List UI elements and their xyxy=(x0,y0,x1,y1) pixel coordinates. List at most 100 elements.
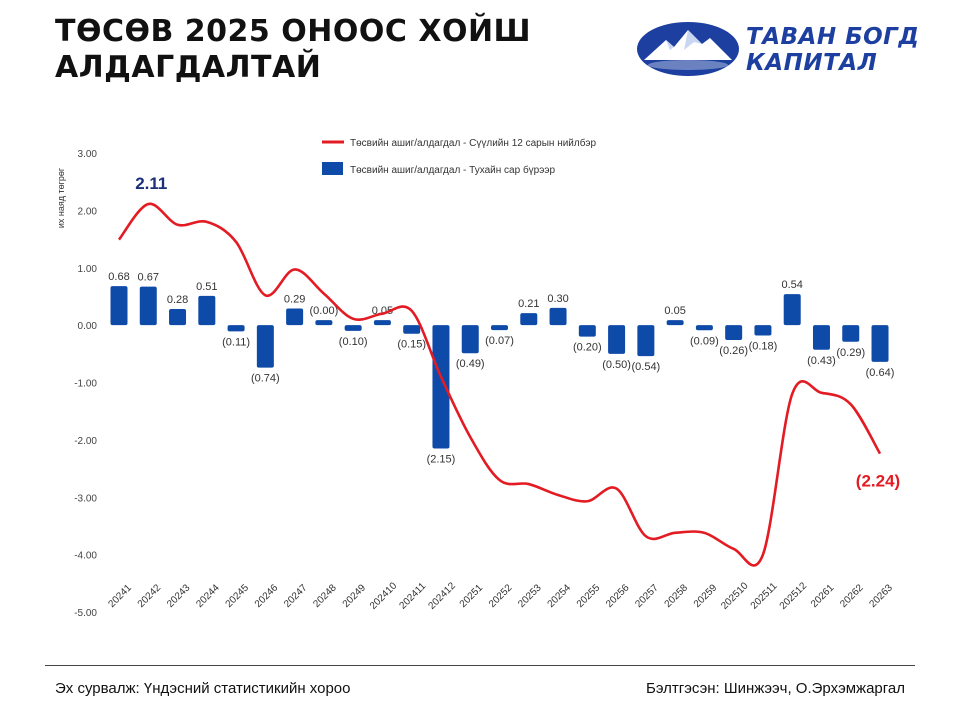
page-title: ТӨСӨВ 2025 ОНООС ХОЙШ АЛДАГДАЛТАЙ xyxy=(55,14,575,86)
bar-label-20252: (0.07) xyxy=(485,335,514,347)
x-tick-label: 20244 xyxy=(194,582,222,610)
line-series: 2.11 (2.24) xyxy=(117,174,900,567)
x-tick-label: 20249 xyxy=(341,582,369,610)
bar-20262 xyxy=(842,325,860,342)
bar-20257 xyxy=(637,325,655,357)
x-tick-label: 20257 xyxy=(633,582,661,610)
bar-label-20247: 0.29 xyxy=(284,293,305,305)
bar-label-20241: 0.68 xyxy=(108,271,129,283)
logo-text-line-2: КАПИТАЛ xyxy=(746,50,878,76)
bar-20261 xyxy=(812,325,830,350)
x-tick-label: 20243 xyxy=(165,582,193,610)
x-tick-label: 20251 xyxy=(458,582,486,610)
bar-202512 xyxy=(783,294,801,326)
bar-labels: 0.68 0.67 0.28 0.51 (0.11) (0.74) 0.29 (0.00) (0… xyxy=(108,271,894,465)
footer-source: Эх сурвалж: Үндэсний статистикийн хороо xyxy=(55,680,351,697)
x-tick-label: 20256 xyxy=(604,582,632,610)
footer-author: Бэлтгэсэн: Шинжээч, О.Эрхэмжаргал xyxy=(646,680,905,697)
bar-label-20249: (0.10) xyxy=(339,336,368,348)
bar-202411 xyxy=(403,325,421,334)
bar-202410 xyxy=(373,320,391,326)
legend-line-label: Төсвийн ашиг/алдагдал - Сүүлийн 12 сарын… xyxy=(350,137,596,149)
bar-20256 xyxy=(608,325,626,354)
bar-label-20251: (0.49) xyxy=(456,358,485,370)
bar-label-20258: 0.05 xyxy=(664,305,685,317)
x-tick-label: 20262 xyxy=(838,582,866,610)
y-axis-label: их наяд төгрөг xyxy=(56,167,66,228)
y-tick-label: 0.00 xyxy=(78,321,98,332)
y-tick-label: -2.00 xyxy=(74,436,97,447)
bar-label-20246: (0.74) xyxy=(251,373,280,385)
y-tick-label: 3.00 xyxy=(78,149,98,160)
bar-label-202510: (0.26) xyxy=(719,345,748,357)
bar-label-20253: 0.21 xyxy=(518,298,539,310)
bar-20243 xyxy=(169,309,187,326)
x-tick-label: 20255 xyxy=(575,582,603,610)
bar-20253 xyxy=(520,313,538,326)
y-tick-label: -4.00 xyxy=(74,551,97,562)
x-tick-label: 20242 xyxy=(136,582,164,610)
x-tick-label: 202512 xyxy=(778,580,810,612)
bar-202510 xyxy=(725,325,743,341)
bar-20252 xyxy=(491,325,509,331)
bar-series xyxy=(110,286,889,449)
bar-20249 xyxy=(344,325,362,331)
y-tick-label: -3.00 xyxy=(74,493,97,504)
bar-label-20263: (0.64) xyxy=(866,367,895,379)
rolling-12m-line xyxy=(117,202,882,567)
y-tick-label: -1.00 xyxy=(74,379,97,390)
bar-202511 xyxy=(754,325,772,336)
x-tick-label: 20252 xyxy=(487,582,515,610)
x-tick-label: 20247 xyxy=(282,582,310,610)
title-line-1: ТӨСӨВ 2025 ОНООС ХОЙШ xyxy=(55,14,532,49)
bar-20241 xyxy=(110,286,128,326)
x-tick-label: 202411 xyxy=(398,581,429,612)
bar-label-20257: (0.54) xyxy=(631,361,660,373)
x-tick-label: 20258 xyxy=(663,582,691,610)
line-annotation-20263: (2.24) xyxy=(856,472,900,491)
bar-20245 xyxy=(227,325,245,332)
x-tick-label: 202510 xyxy=(719,580,751,612)
bar-20248 xyxy=(315,320,333,326)
bar-20244 xyxy=(198,295,216,326)
x-tick-label: 20259 xyxy=(692,582,720,610)
x-tick-label: 202412 xyxy=(427,580,459,612)
x-axis: 20241 20242 20243 20244 20245 20246 20247 20248… xyxy=(107,580,896,612)
bar-label-20256: (0.50) xyxy=(602,359,631,371)
x-tick-label: 20245 xyxy=(224,582,252,610)
bar-label-20244: 0.51 xyxy=(196,281,217,293)
bar-20255 xyxy=(578,325,596,337)
company-logo: ТАВАН БОГД КАПИТАЛ xyxy=(636,20,926,82)
bar-20246 xyxy=(256,325,274,368)
bar-label-20259: (0.09) xyxy=(690,335,719,347)
footer-divider xyxy=(45,665,915,666)
bar-label-202511: (0.18) xyxy=(749,340,778,352)
bar-202412 xyxy=(432,325,450,449)
bar-20251 xyxy=(461,325,479,354)
bar-20259 xyxy=(695,325,713,331)
bar-label-20242: 0.67 xyxy=(138,272,159,284)
legend-bar-swatch xyxy=(322,162,343,175)
bar-20247 xyxy=(286,308,304,326)
y-axis: 3.00 2.00 1.00 0.00 -1.00 -2.00 -3.00 -4.00 -5.0… xyxy=(74,149,97,619)
bar-label-20245: (0.11) xyxy=(222,336,250,348)
bar-20254 xyxy=(549,307,567,326)
bar-20263 xyxy=(871,325,889,362)
x-tick-label: 202511 xyxy=(749,581,780,612)
bar-label-202412: (2.15) xyxy=(427,453,456,465)
bar-20258 xyxy=(666,320,684,326)
legend: Төсвийн ашиг/алдагдал - Сүүлийн 12 сарын… xyxy=(322,137,596,176)
x-tick-label: 20253 xyxy=(516,582,544,610)
x-tick-label: 20241 xyxy=(107,582,135,610)
bar-label-20243: 0.28 xyxy=(167,294,188,306)
x-tick-label: 20254 xyxy=(546,582,574,610)
x-tick-label: 20263 xyxy=(868,582,896,610)
bar-label-20254: 0.30 xyxy=(547,293,568,305)
mountain-logo-icon xyxy=(637,22,739,76)
x-tick-label: 20261 xyxy=(809,582,837,610)
logo-text-line-1: ТАВАН БОГД xyxy=(746,24,920,50)
title-line-2: АЛДАГДАЛТАЙ xyxy=(55,50,322,85)
x-tick-label: 20246 xyxy=(253,582,281,610)
x-tick-label: 20248 xyxy=(311,582,339,610)
y-tick-label: -5.00 xyxy=(74,608,97,619)
